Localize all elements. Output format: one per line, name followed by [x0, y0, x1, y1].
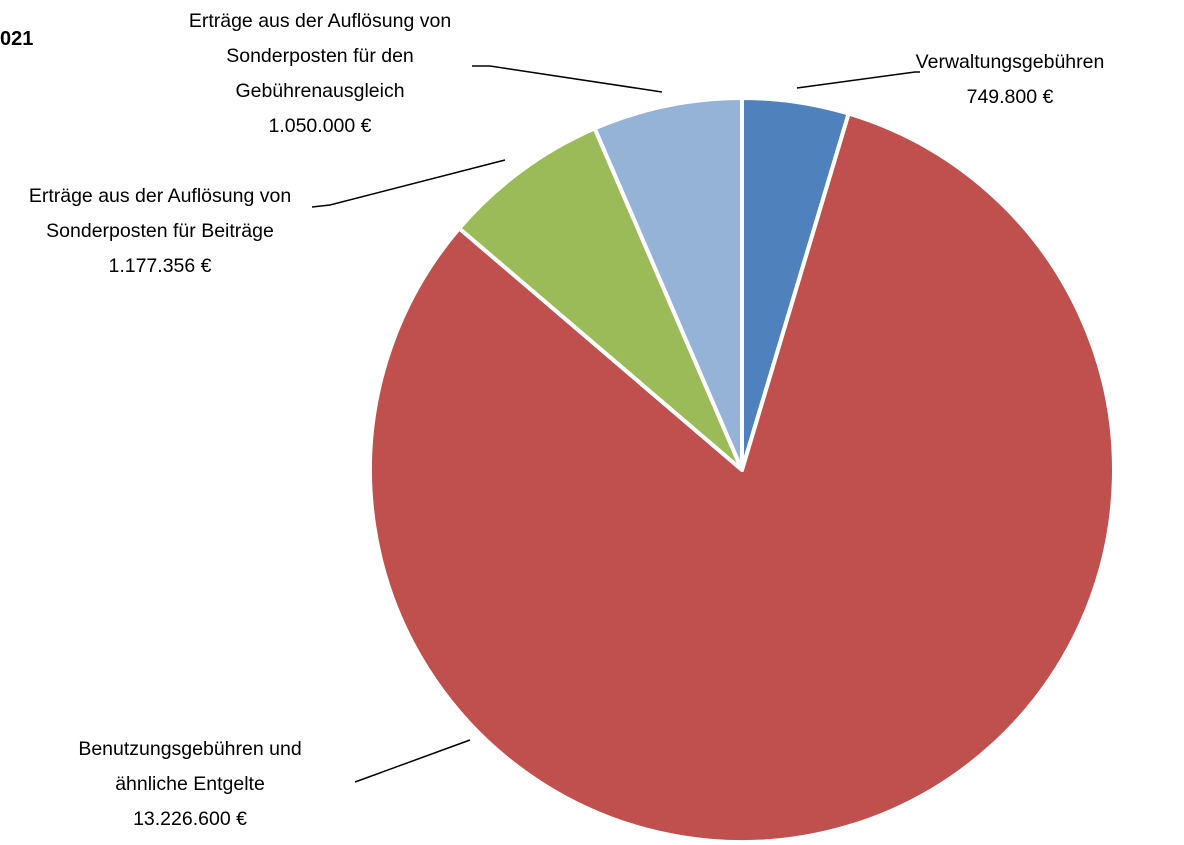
label-value: 1.050.000 € — [268, 115, 372, 137]
chart-title: 021 — [0, 28, 34, 50]
label-value: 1.177.356 € — [108, 255, 212, 277]
label-name: Erträge aus der Auflösung von Sonderpost… — [28, 185, 292, 242]
leader-line — [796, 71, 920, 89]
leader-line — [472, 65, 663, 93]
pie-slice — [457, 126, 744, 472]
pie-slice — [592, 96, 744, 472]
label-name: Benutzungsgebühren und ähnliche Entgelte — [78, 738, 302, 795]
data-label: Benutzungsgebühren und ähnliche Entgelte… — [40, 732, 340, 837]
label-value: 749.800 € — [966, 86, 1054, 108]
pie-slice — [368, 111, 1116, 844]
label-name: Verwaltungsgebühren — [915, 51, 1105, 73]
leader-line — [311, 159, 506, 208]
leader-lines — [311, 65, 920, 783]
leader-line — [354, 739, 471, 783]
label-value: 13.226.600 € — [133, 808, 247, 830]
data-label: Verwaltungsgebühren 749.800 € — [880, 45, 1140, 115]
data-label: Erträge aus der Auflösung von Sonderpost… — [0, 179, 320, 284]
label-name: Erträge aus der Auflösung von Sonderpost… — [188, 10, 452, 102]
data-label: Erträge aus der Auflösung von Sonderpost… — [160, 4, 480, 144]
pie — [368, 96, 1116, 844]
